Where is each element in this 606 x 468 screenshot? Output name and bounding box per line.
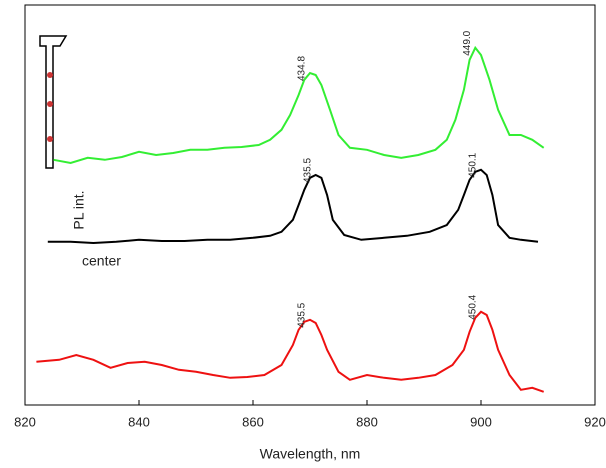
x-tick-label: 880: [356, 414, 378, 429]
x-tick-label: 920: [584, 414, 606, 429]
x-tick-label: 900: [470, 414, 492, 429]
peak-label: 435.5: [297, 302, 308, 327]
spectrum-line: [36, 310, 545, 393]
annotation: center: [82, 253, 121, 269]
spectrum-line: [53, 45, 545, 165]
x-tick-label: 860: [242, 414, 264, 429]
peak-label: 450.4: [468, 294, 479, 319]
annotation: PL int.: [71, 190, 87, 229]
spectrum-line: [47, 168, 539, 245]
peak-label: 450.1: [468, 152, 479, 177]
x-tick-label: 840: [128, 414, 150, 429]
plot-frame: [24, 4, 596, 406]
peak-label: 449.0: [462, 30, 473, 55]
x-axis-title: Wavelength, nm: [260, 446, 361, 462]
peak-label: 434.8: [297, 56, 308, 81]
peak-label: 435.5: [302, 158, 313, 183]
fiber-icon: [39, 35, 68, 169]
x-tick-label: 820: [14, 414, 36, 429]
